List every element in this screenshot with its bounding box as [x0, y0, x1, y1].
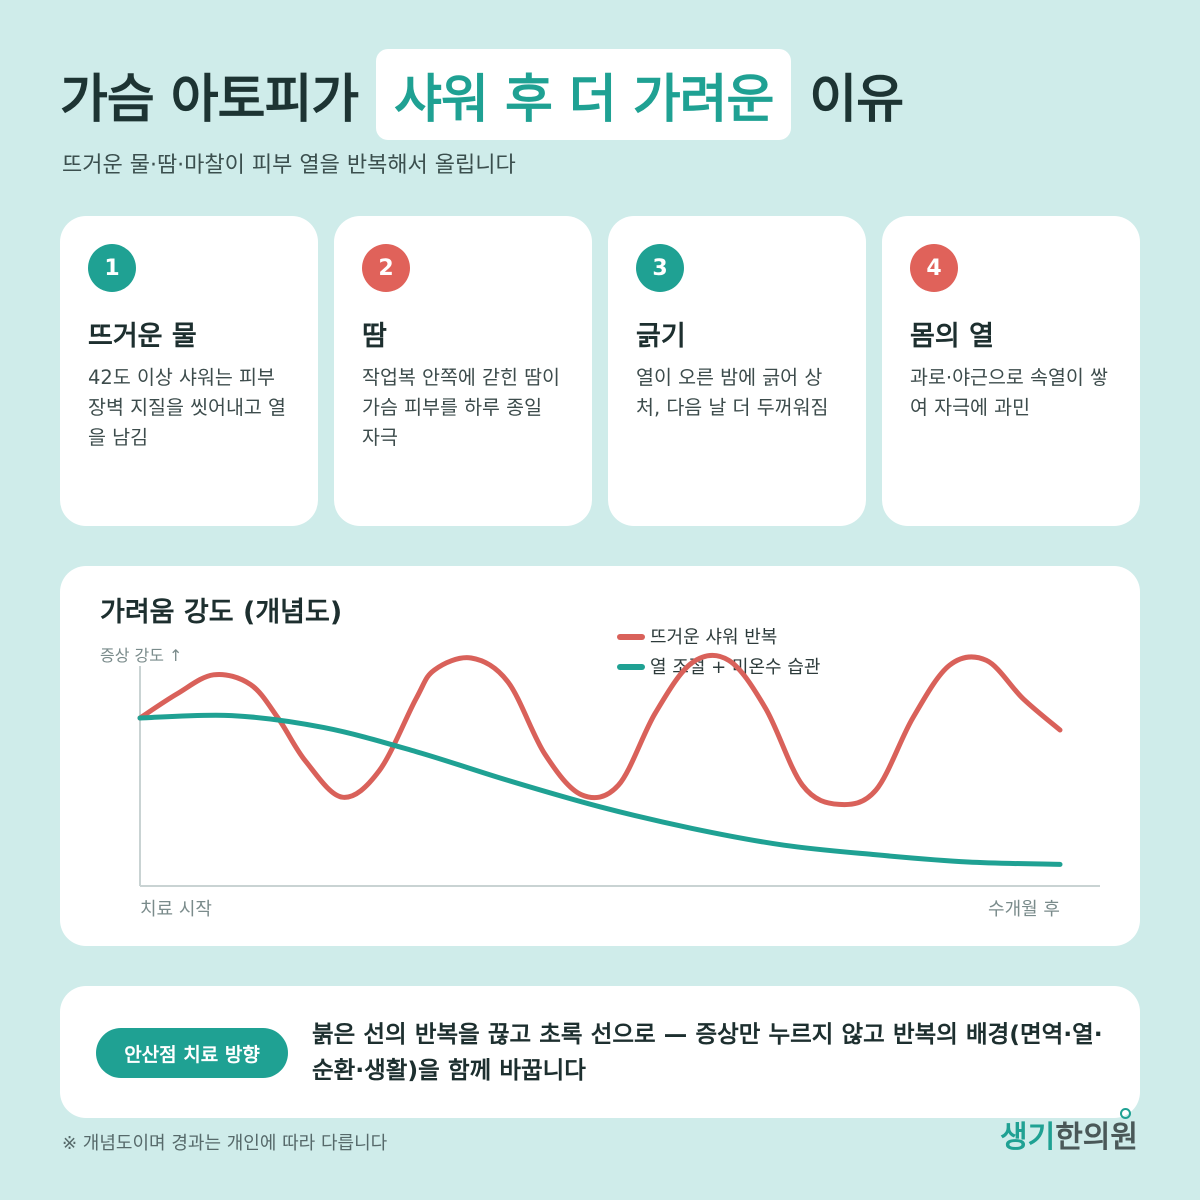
page-title: 가슴 아토피가 샤워 후 더 가려운 이유 — [60, 48, 904, 140]
treatment-direction-badge: 안산점 치료 방향 — [96, 1028, 288, 1078]
title-suffix: 이유 — [809, 69, 904, 130]
clinic-logo: 생기한의원 — [1000, 1112, 1138, 1156]
series-line-heat-control — [137, 712, 1063, 867]
cause-card-1: 1 뜨거운 물 42도 이상 샤워는 피부 장벽 지질을 씻어내고 열을 남김 — [60, 216, 318, 526]
cause-card-4: 4 몸의 열 과로·야근으로 속열이 쌓여 자극에 과민 — [882, 216, 1140, 526]
card-description: 42도 이상 샤워는 피부 장벽 지질을 씻어내고 열을 남김 — [88, 366, 286, 449]
y-axis-label: 증상 강도 ↑ — [100, 646, 182, 665]
treatment-direction-panel: 안산점 치료 방향 붉은 선의 반복을 끊고 초록 선으로 — 증상만 누르지 … — [60, 986, 1140, 1118]
number-badge: 2 — [362, 244, 410, 292]
card-title: 뜨거운 물 — [88, 321, 197, 352]
footnote: ※ 개념도이며 경과는 개인에 따라 다릅니다 — [62, 1133, 388, 1154]
logo-part-1: 생기 — [1000, 1120, 1056, 1155]
itch-intensity-chart-panel: 가려움 강도 (개념도) 증상 강도 ↑ 치료 시작 수개월 후 뜨거운 샤워 … — [60, 566, 1140, 946]
title-highlight: 샤워 후 더 가려운 — [376, 48, 792, 140]
card-title: 몸의 열 — [910, 321, 994, 352]
series-line-hot-shower — [137, 652, 1063, 808]
page-subtitle: 뜨거운 물·땀·마찰이 피부 열을 반복해서 올립니다 — [62, 153, 516, 178]
x-start-label: 치료 시작 — [140, 899, 212, 920]
logo-part-2: 한의원 — [1055, 1120, 1139, 1155]
logo-dot-icon — [1120, 1108, 1131, 1119]
treatment-direction-text: 붉은 선의 반복을 끊고 초록 선으로 — 증상만 누르지 않고 반복의 배경(… — [312, 1020, 1103, 1084]
x-end-label: 수개월 후 — [988, 899, 1060, 920]
card-title: 긁기 — [636, 321, 686, 352]
number-badge: 3 — [636, 244, 684, 292]
cause-card-2: 2 땀 작업복 안쪽에 갇힌 땀이 가슴 피부를 하루 종일 자극 — [334, 216, 592, 526]
title-prefix: 가슴 아토피가 — [60, 69, 359, 130]
card-title: 땀 — [362, 321, 387, 352]
legend-label-hot-shower: 뜨거운 샤워 반복 — [650, 627, 777, 648]
itch-intensity-chart: 증상 강도 ↑ 치료 시작 수개월 후 뜨거운 샤워 반복 열 조절 + 미온수… — [100, 627, 1100, 920]
number-badge: 1 — [88, 244, 136, 292]
card-description: 과로·야근으로 속열이 쌓여 자극에 과민 — [910, 366, 1108, 419]
number-badge: 4 — [910, 244, 958, 292]
card-description: 작업복 안쪽에 갇힌 땀이 가슴 피부를 하루 종일 자극 — [362, 366, 560, 449]
cause-cards: 1 뜨거운 물 42도 이상 샤워는 피부 장벽 지질을 씻어내고 열을 남김 … — [60, 216, 1140, 526]
cause-card-3: 3 긁기 열이 오른 밤에 긁어 상처, 다음 날 더 두꺼워짐 — [608, 216, 866, 526]
card-description: 열이 오른 밤에 긁어 상처, 다음 날 더 두꺼워짐 — [636, 366, 829, 419]
chart-title: 가려움 강도 (개념도) — [100, 597, 343, 628]
